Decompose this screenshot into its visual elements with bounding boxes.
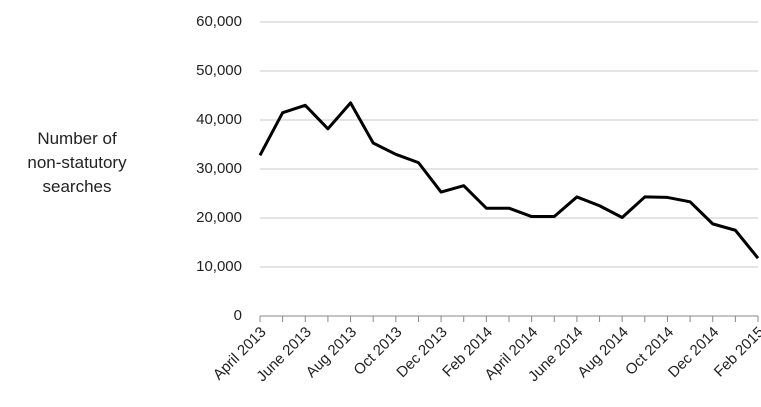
y-axis-label: Number of non-statutory searches bbox=[27, 129, 127, 196]
line bbox=[258, 101, 760, 260]
y-tick-label: 40,000 bbox=[196, 111, 242, 128]
y-tick-label: 30,000 bbox=[196, 160, 242, 177]
y-tick-label: 50,000 bbox=[196, 62, 242, 79]
y-tick-label: 10,000 bbox=[196, 258, 242, 275]
y-tick-label: 20,000 bbox=[196, 209, 242, 226]
y-tick-label: 0 bbox=[234, 307, 242, 324]
y-tick-label: 60,000 bbox=[196, 13, 242, 30]
